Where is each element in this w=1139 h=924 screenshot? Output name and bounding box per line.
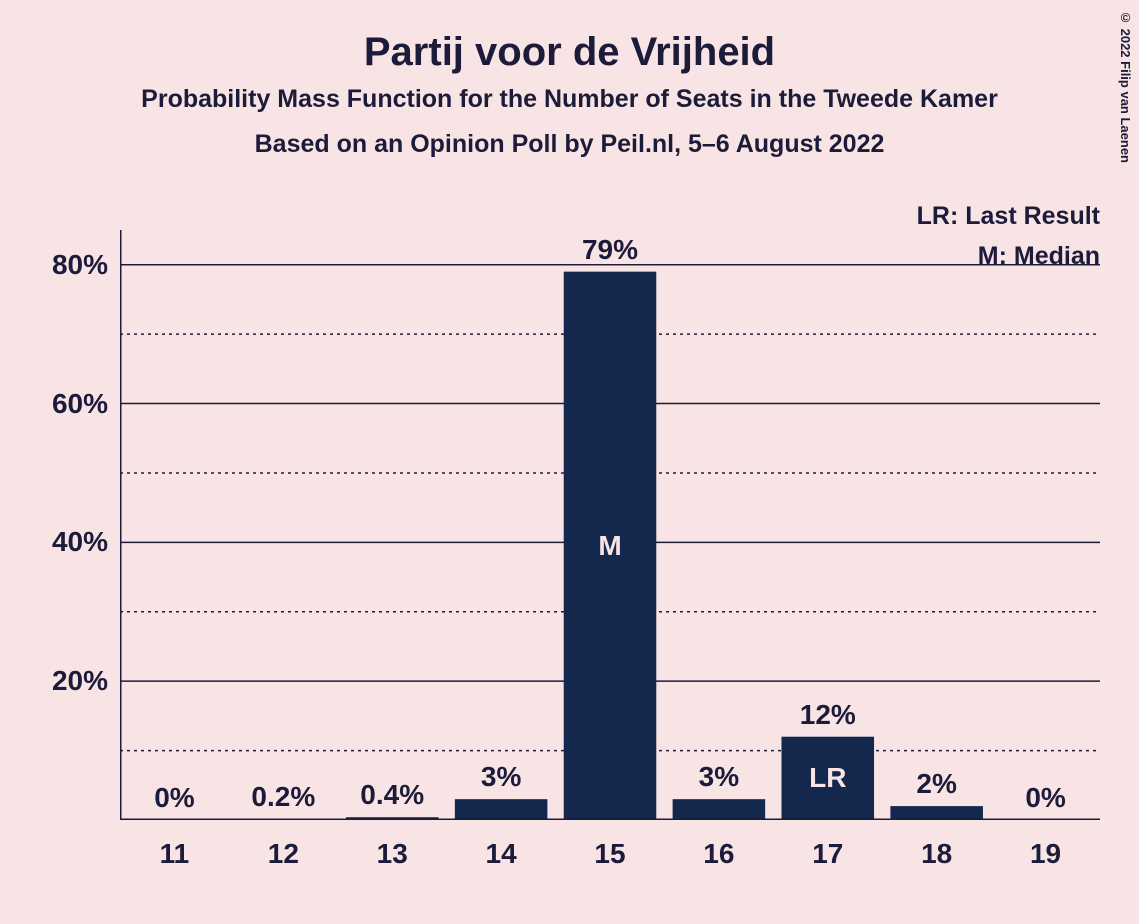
chart-subtitle-2: Based on an Opinion Poll by Peil.nl, 5–6… [0,130,1139,159]
bar-value-label: 3% [699,761,739,793]
x-axis-tick-label: 11 [160,838,190,870]
bar-value-label: 3% [481,761,521,793]
bar-value-label: 0% [1025,782,1065,814]
bar-value-label: 0% [154,782,194,814]
y-axis-tick-label: 20% [52,665,108,697]
legend-median: M: Median [978,242,1100,271]
x-axis-tick-label: 17 [812,838,843,870]
x-axis-tick-label: 12 [268,838,299,870]
x-axis-tick-label: 19 [1030,838,1061,870]
legend-last-result: LR: Last Result [917,202,1100,231]
chart-svg [120,230,1100,820]
x-axis-tick-label: 13 [377,838,408,870]
chart-title: Partij voor de Vrijheid [0,30,1139,75]
chart-subtitle-1: Probability Mass Function for the Number… [0,85,1139,114]
x-axis-tick-label: 14 [486,838,517,870]
copyright-text: © 2022 Filip van Laenen [1118,10,1133,163]
bar-marker-label: M [598,530,621,562]
bar-value-label: 0.4% [360,779,424,811]
bar-marker-label: LR [809,762,846,794]
chart-plot-area: LR: Last Result M: Median 20%40%60%80%11… [120,230,1100,820]
y-axis-tick-label: 80% [52,249,108,281]
bar-value-label: 0.2% [251,781,315,813]
y-axis-tick-label: 40% [52,526,108,558]
bar-value-label: 12% [800,699,856,731]
x-axis-tick-label: 15 [594,838,625,870]
y-axis-tick-label: 60% [52,388,108,420]
x-axis-tick-label: 18 [921,838,952,870]
bar-value-label: 79% [582,234,638,266]
x-axis-tick-label: 16 [703,838,734,870]
chart-container: Partij voor de Vrijheid Probability Mass… [0,0,1139,924]
bar-value-label: 2% [916,768,956,800]
